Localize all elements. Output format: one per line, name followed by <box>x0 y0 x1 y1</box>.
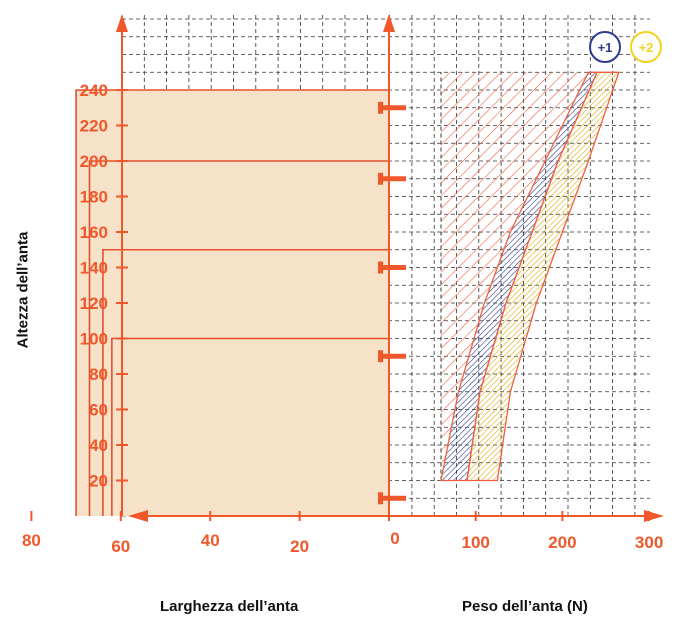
y-axis-label-wrap: Altezza dell’anta <box>10 160 36 420</box>
width-tick-label: 40 <box>201 531 220 550</box>
y-tick-label: 20 <box>89 472 108 491</box>
weight-tick-label: 200 <box>548 533 576 552</box>
hinge-markers <box>378 101 406 505</box>
hinge-marker-base <box>378 492 383 505</box>
y-tick-label: 80 <box>89 365 108 384</box>
weight-tick-label: 300 <box>635 533 663 552</box>
y-tick-label: 160 <box>80 223 108 242</box>
width-axis-label: Larghezza dell’anta <box>160 598 299 615</box>
y-tick-label: 100 <box>80 330 108 349</box>
y-axis-left-arrow <box>116 14 128 32</box>
weight-axis-label: Peso dell’anta (N) <box>462 598 588 615</box>
badge-plus2: +2 <box>630 31 662 63</box>
axes <box>116 14 664 522</box>
door-frame-100 <box>111 337 389 516</box>
hinge-marker-arm <box>381 265 406 270</box>
y-tick-label: 40 <box>89 436 108 455</box>
hinge-marker-arm <box>381 353 406 359</box>
hinge-marker-base <box>378 172 383 185</box>
hinge-marker-arm <box>381 105 406 111</box>
width-tick-label: 80 <box>22 531 41 550</box>
badge-plus1-label: +1 <box>598 40 613 55</box>
x-axis-left-arrow <box>128 510 148 522</box>
y-tick-label: 140 <box>80 259 108 278</box>
y-tick-label: 180 <box>80 188 108 207</box>
hinge-marker-base <box>378 261 383 274</box>
y-tick-label: 240 <box>80 81 108 100</box>
y-axis-center-arrow <box>383 14 395 32</box>
y-axis-label: Altezza dell’anta <box>14 231 32 349</box>
height-tick-labels: 20 40 60 80 100 120 140 160 180 200 220 240 <box>80 81 128 491</box>
weight-bands <box>440 71 620 482</box>
hinge-marker-arm <box>381 176 406 182</box>
y-tick-label: 120 <box>80 294 108 313</box>
hinge-marker-arm <box>381 495 406 501</box>
badge-plus1: +1 <box>589 31 621 63</box>
x-axis-right-arrow <box>644 510 664 522</box>
y-tick-label: 200 <box>80 152 108 171</box>
hatched-region <box>441 72 589 481</box>
y-tick-label: 220 <box>80 117 108 136</box>
width-tick-labels: 120100806040200 <box>22 511 400 556</box>
door-frame-240 <box>75 89 389 516</box>
y-tick-label: 60 <box>89 401 108 420</box>
width-tick-label: 20 <box>290 537 309 556</box>
band-2 <box>466 71 620 482</box>
width-tick-label: 60 <box>111 537 130 556</box>
width-tick-label: 0 <box>390 529 399 548</box>
door-frame-150 <box>102 248 389 516</box>
hinge-marker-base <box>378 350 383 363</box>
door-frame-200 <box>88 160 389 516</box>
hinge-marker-base <box>378 101 383 114</box>
weight-tick-labels: 100 200 300 <box>462 511 663 552</box>
badge-plus2-label: +2 <box>639 40 654 55</box>
weight-tick-label: 100 <box>462 533 490 552</box>
